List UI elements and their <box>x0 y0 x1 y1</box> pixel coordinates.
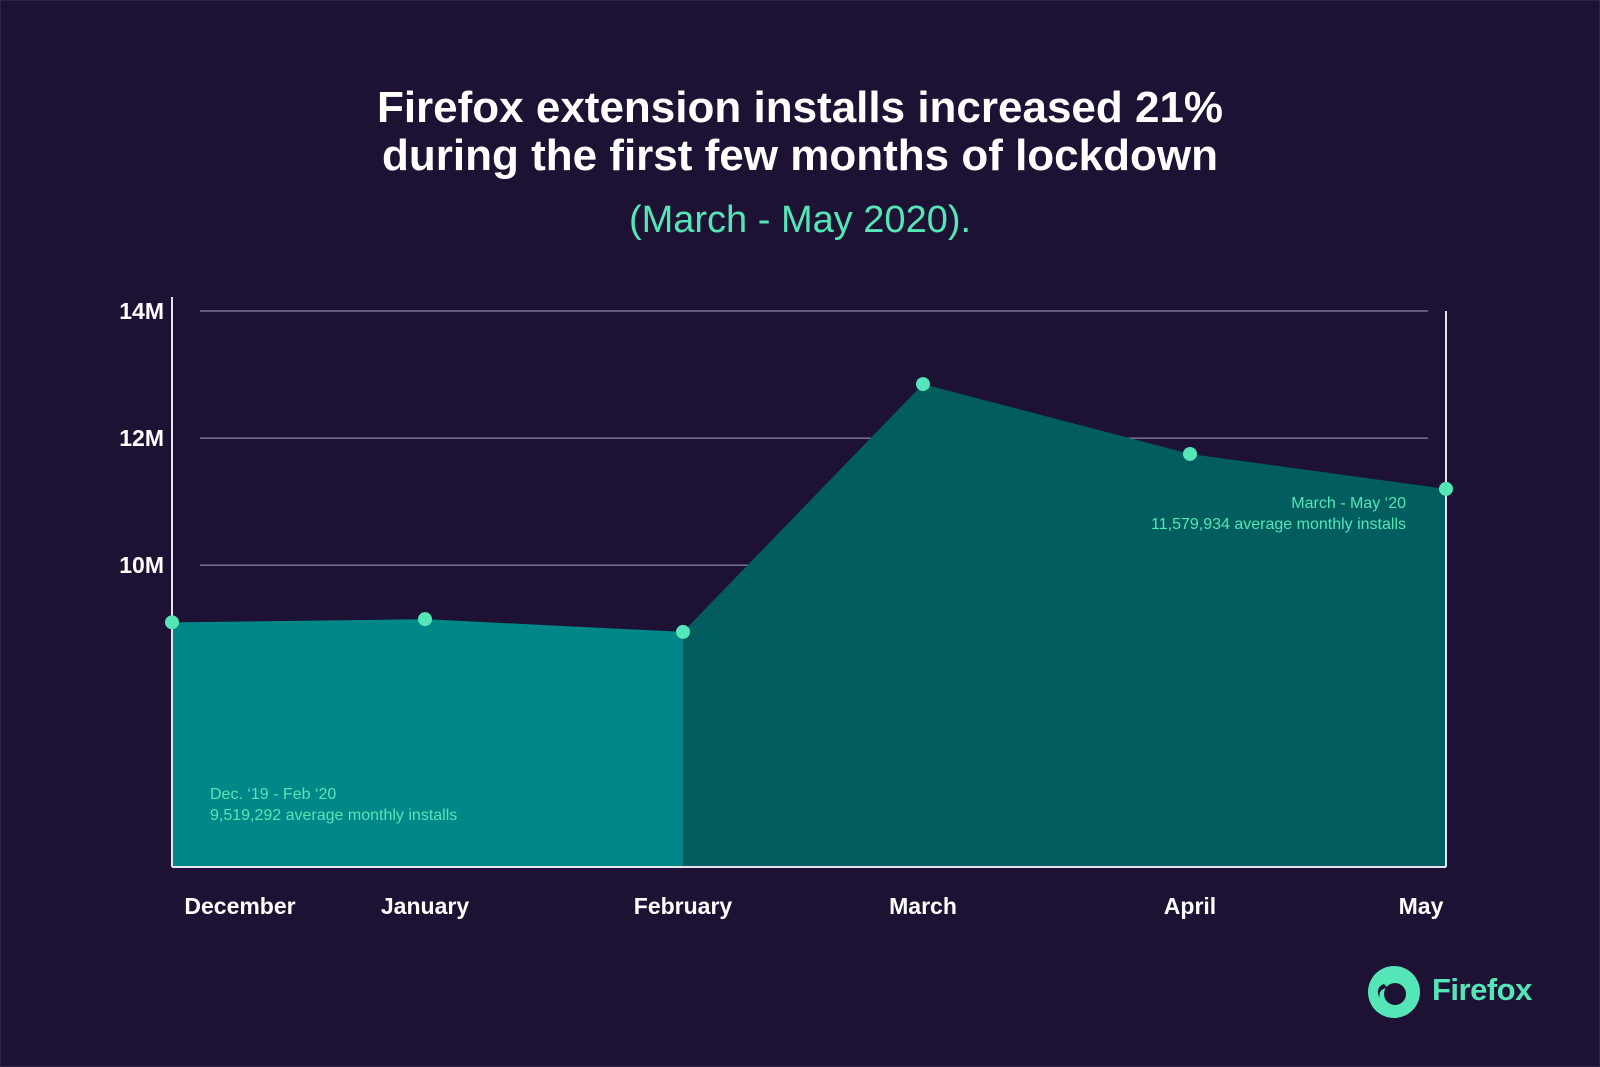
data-point-december <box>165 615 179 630</box>
annotation-before-period: Dec. ‘19 - Feb ‘20 <box>210 786 336 803</box>
firefox-logo-icon <box>1368 966 1420 1018</box>
annotation-after-average: 11,579,934 average monthly installs <box>1151 516 1406 533</box>
data-point-february <box>676 624 690 639</box>
title-line-2: during the first few months of lockdown <box>382 131 1218 180</box>
data-point-march <box>916 377 930 392</box>
y-tick-label: 14M <box>119 298 164 324</box>
firefox-logo: Firefox <box>1364 960 1532 1020</box>
area-during-lockdown <box>683 384 1446 867</box>
y-tick-label: 12M <box>119 425 164 451</box>
x-tick-label: February <box>634 893 733 919</box>
x-tick-label: April <box>1164 893 1216 919</box>
x-tick-label: May <box>1399 893 1444 919</box>
data-point-may <box>1439 481 1453 496</box>
title-line-1: Firefox extension installs increased 21% <box>376 83 1224 132</box>
x-tick-label: December <box>184 893 295 919</box>
annotation-after-period: March - May ‘20 <box>1291 495 1406 512</box>
x-tick-label: January <box>381 893 469 919</box>
y-tick-label: 10M <box>119 552 164 578</box>
page-title: Firefox extension installs increased 21%… <box>0 84 1600 180</box>
annotation-before-average: 9,519,292 average monthly installs <box>210 807 457 824</box>
area-before-lockdown <box>172 619 683 867</box>
logo-text: Firefox <box>1432 972 1532 1007</box>
data-point-january <box>418 612 432 627</box>
x-tick-label: March <box>889 893 957 919</box>
data-point-april <box>1183 446 1197 461</box>
page-subtitle: (March - May 2020). <box>628 199 972 241</box>
